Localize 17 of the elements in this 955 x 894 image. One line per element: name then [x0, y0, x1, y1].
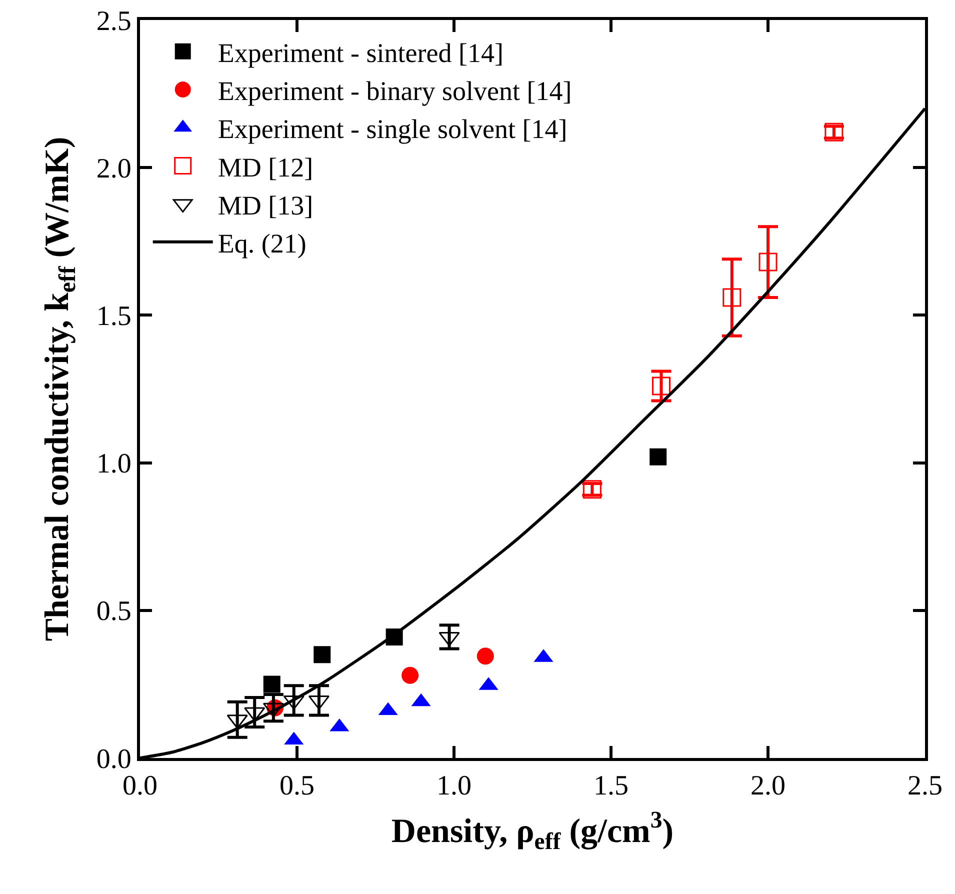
x-tick-label: 2.0	[750, 770, 786, 802]
y-tick-label: 2.5	[96, 6, 132, 37]
y-tick-label: 1.0	[96, 448, 132, 480]
legend-label: Eq. (21)	[218, 228, 306, 258]
legend-label: MD [13]	[218, 190, 314, 220]
legend-label: MD [12]	[218, 152, 314, 182]
y-tick-label: 1.5	[96, 301, 132, 332]
x-tick-label: 1.5	[594, 770, 628, 802]
x-tick-label: 0.5	[280, 770, 314, 802]
legend-label: Experiment - binary solvent [14]	[218, 76, 572, 106]
legend-label: Experiment - single solvent [14]	[218, 114, 568, 144]
x-tick-label: 1.0	[436, 770, 472, 802]
x-tick-label: 2.5	[908, 770, 942, 802]
y-tick-label: 2.0	[96, 153, 132, 184]
legend-label: Experiment - sintered [14]	[218, 38, 504, 68]
y-tick-label: 0.5	[96, 596, 132, 628]
x-axis-title: Density, ρ$_{eff}$ (g/cm$^{3}$)	[391, 808, 674, 856]
